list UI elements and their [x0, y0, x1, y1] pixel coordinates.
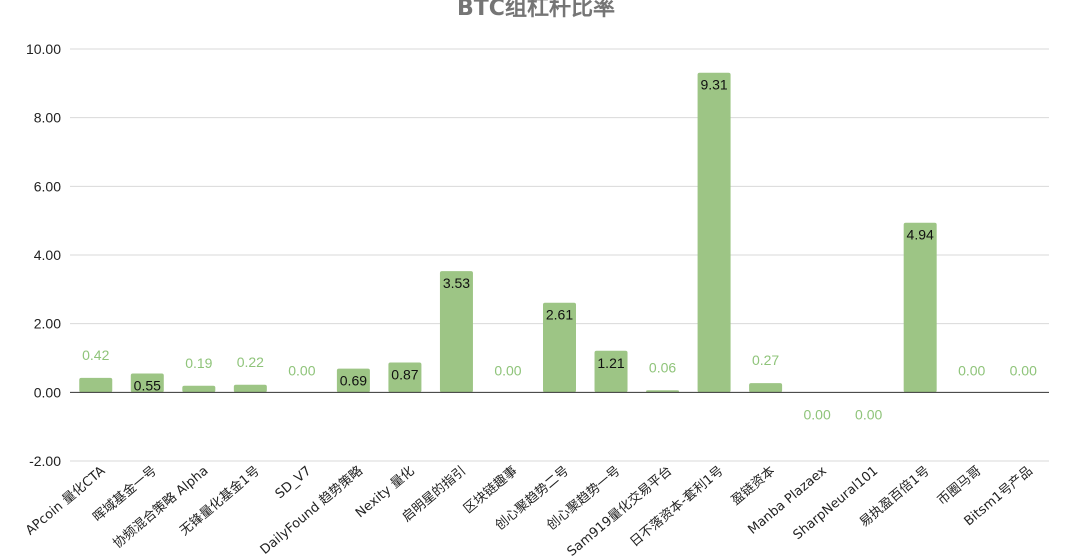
x-tick-label: 协频混合策略 Alpha: [110, 463, 212, 552]
y-axis-ticks: 10.00 8.00 6.00 4.00 2.00 0.00 -2.00: [26, 41, 61, 469]
data-label: 1.21: [597, 355, 624, 371]
data-label: 0.00: [855, 406, 882, 422]
y-tick-label: 6.00: [34, 178, 61, 194]
y-tick-label: -2.00: [29, 453, 61, 469]
data-label: 0.22: [237, 354, 264, 370]
y-tick-label: 10.00: [26, 41, 61, 57]
bar: [182, 385, 216, 393]
bar: [233, 384, 267, 393]
data-label: 0.00: [494, 362, 521, 378]
data-label: 0.00: [804, 406, 831, 422]
chart-title: BTC组杠杆比率: [457, 0, 615, 21]
bar: [336, 368, 370, 393]
data-label: 0.00: [958, 362, 985, 378]
bar: [79, 377, 113, 393]
y-tick-label: 4.00: [34, 247, 61, 263]
y-tick-label: 0.00: [34, 384, 61, 400]
bar: [646, 390, 680, 393]
bar: [439, 271, 473, 393]
gridlines: [70, 48, 1049, 462]
bar: [749, 383, 783, 393]
x-tick-label: SharpNeural101: [791, 464, 882, 543]
data-labels: 0.42 0.55 0.19 0.22 0.00 0.69 0.87 3.53 0.00 2.61…: [82, 77, 1037, 423]
data-label: 0.06: [649, 359, 676, 375]
x-tick-label: APcoin 量化CTA: [23, 464, 108, 539]
bar: [130, 373, 164, 393]
bar: [697, 72, 731, 393]
data-label: 0.87: [391, 366, 418, 382]
data-label: 2.61: [546, 307, 573, 323]
data-label: 0.42: [82, 347, 109, 363]
data-label: 9.31: [700, 77, 727, 93]
data-label: 0.55: [134, 377, 161, 393]
bars: [79, 72, 937, 393]
data-label: 4.94: [907, 227, 934, 243]
data-label: 0.00: [288, 362, 315, 378]
x-tick-label: 盈链资本: [729, 464, 778, 509]
bar: [388, 362, 422, 393]
y-tick-label: 8.00: [34, 110, 61, 126]
x-tick-label: SD_V7: [273, 464, 315, 502]
data-label: 0.69: [340, 373, 367, 389]
bar: [543, 302, 576, 393]
y-tick-label: 2.00: [34, 316, 61, 332]
x-tick-label: 日不落资本-套利1号: [627, 463, 727, 550]
x-tick-label: 币圈马哥: [935, 464, 984, 509]
bar: [594, 350, 628, 393]
data-label: 0.27: [752, 352, 779, 368]
bar: [903, 222, 937, 393]
data-label: 3.53: [443, 275, 470, 291]
data-label: 0.19: [185, 355, 212, 371]
data-label: 0.00: [1010, 362, 1037, 378]
